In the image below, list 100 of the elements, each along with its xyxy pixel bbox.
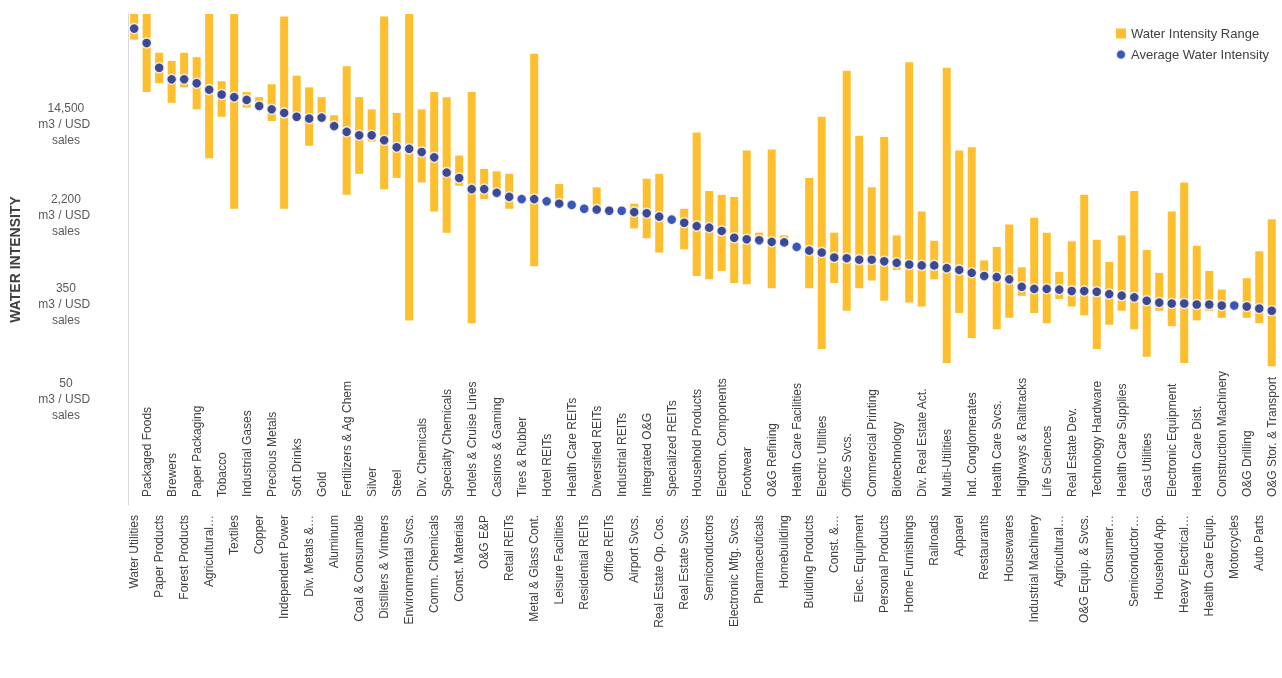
x-tick-label: Industrial Machinery bbox=[1027, 515, 1042, 623]
x-tick-label: Textiles bbox=[227, 515, 242, 556]
y-tick-label: 350 bbox=[55, 281, 77, 296]
x-tick-label: Paper Products bbox=[152, 515, 167, 598]
x-tick-label: Technology Hardware bbox=[1089, 380, 1104, 497]
text: m3 / USD sales bbox=[38, 116, 91, 147]
x-tick-label: Precious Metals bbox=[264, 411, 279, 497]
x-tick-label: Life Sciences bbox=[1039, 425, 1054, 497]
x-tick-label: Commercial Printing bbox=[864, 388, 879, 497]
x-tick-label: O&G Stor. & Transport bbox=[1264, 376, 1279, 497]
x-tick-label: Hotel REITs bbox=[539, 433, 554, 497]
x-tick-label: Silver bbox=[364, 466, 379, 497]
x-tick-label: Apparel bbox=[952, 515, 967, 557]
x-tick-label: Agricultural… bbox=[1052, 515, 1067, 588]
x-tick-label: Health Care Dist. bbox=[1189, 405, 1204, 497]
x-tick-label: Water Utilities bbox=[127, 515, 142, 589]
x-tick-label: O&G Drilling bbox=[1239, 430, 1254, 497]
x-tick-label: O&G Refining bbox=[764, 422, 779, 497]
x-tick-label: Div. Chemicals bbox=[414, 417, 429, 497]
x-tick-label: Auto Parts bbox=[1252, 515, 1267, 572]
x-tick-label: Packaged Foods bbox=[139, 406, 154, 497]
x-tick-label: Electronic Equipment bbox=[1164, 382, 1179, 497]
x-tick-label: Leisure Facilities bbox=[552, 515, 567, 605]
x-tick-label: Motorcycles bbox=[1227, 515, 1242, 580]
x-tick-label: Footwear bbox=[739, 446, 754, 497]
y-tick-label: 50 bbox=[59, 375, 73, 390]
x-tick-label: Forest Products bbox=[177, 515, 192, 600]
x-tick-label: Household Products bbox=[689, 388, 704, 497]
x-tick-label: Health Care REITs bbox=[564, 397, 579, 497]
x-tick-label: Aluminum bbox=[327, 515, 342, 569]
x-tick-label: Paper Packaging bbox=[189, 405, 204, 497]
x-tick-label: Electronic Mfg. Svcs. bbox=[727, 515, 742, 628]
x-tick-label: Electric Utilities bbox=[814, 415, 829, 497]
x-tick-label: Tobacco bbox=[214, 451, 229, 497]
x-tick-label: Const. &… bbox=[827, 515, 842, 574]
x-tick-label: Retail REITs bbox=[502, 515, 517, 582]
x-tick-label: Independent Power bbox=[277, 515, 292, 620]
x-tick-label: Industrial REITs bbox=[614, 412, 629, 497]
x-tick-label: Residential REITs bbox=[577, 515, 592, 610]
x-tick-label: Airport Svcs. bbox=[627, 515, 642, 584]
x-tick-label: Semiconductors bbox=[702, 515, 717, 602]
x-tick-label: Soft Drinks bbox=[289, 438, 304, 497]
x-tick-label: Household App. bbox=[1152, 515, 1167, 600]
x-tick-label: Specialized REITs bbox=[664, 400, 679, 497]
x-tick-label: Gold bbox=[314, 471, 329, 497]
x-tick-label: Office Svcs. bbox=[839, 433, 854, 497]
x-tick-label: Const. Materials bbox=[452, 515, 467, 602]
y-tick-label: 2,200 bbox=[50, 192, 82, 207]
x-tick-label: Electron. Components bbox=[714, 378, 729, 497]
x-tick-label: Diversified REITs bbox=[589, 405, 604, 497]
x-tick-label: O&G E&P bbox=[477, 515, 492, 570]
x-tick-label: Multi-Utilities bbox=[939, 428, 954, 497]
x-tick-label: Distillers & Vintners bbox=[377, 515, 392, 619]
x-tick-label: Elec. Equipment bbox=[852, 514, 867, 603]
x-tick-label: Hotels & Cruise Lines bbox=[464, 381, 479, 497]
x-tick-label: Personal Products bbox=[877, 515, 892, 614]
x-tick-label: Highways & Railtracks bbox=[1014, 377, 1029, 497]
x-tick-label: Semiconductor… bbox=[1127, 515, 1142, 608]
x-tick-label: Building Products bbox=[802, 515, 817, 609]
x-tick-label: Health Care Facilities bbox=[789, 382, 804, 497]
x-tick-label: Comm. Chemicals bbox=[427, 515, 442, 614]
x-tick-label: O&G Equip. & Svcs. bbox=[1077, 515, 1092, 624]
y-tick-label: 14,500 bbox=[47, 100, 85, 115]
text: m3 / USD sales bbox=[38, 208, 91, 239]
x-tick-label: Consumer… bbox=[1102, 515, 1117, 583]
x-tick-label: Ind. Conglomerates bbox=[964, 392, 979, 497]
x-tick-label: Environmental Svcs. bbox=[402, 515, 417, 625]
x-tick-label: Health Care Equip. bbox=[1202, 515, 1217, 617]
x-tick-label: Steel bbox=[389, 469, 404, 497]
x-tick-label: Metal & Glass Cont. bbox=[527, 515, 542, 622]
x-tick-label: Heavy Electrical… bbox=[1177, 515, 1192, 614]
x-tick-label: Brewers bbox=[164, 452, 179, 497]
x-tick-label: Health Care Supplies bbox=[1114, 383, 1129, 497]
text: m3 / USD sales bbox=[38, 391, 94, 422]
x-tick-label: Office REITs bbox=[602, 515, 617, 582]
x-tick-label: Restaurants bbox=[977, 515, 992, 580]
x-tick-label: Industrial Gases bbox=[239, 410, 254, 497]
x-tick-label: Health Care Svcs. bbox=[989, 400, 1004, 497]
x-tick-label: Agricultural… bbox=[202, 515, 217, 588]
x-tick-label: Copper bbox=[252, 515, 267, 555]
x-tick-label: Real Estate Op. Cos. bbox=[652, 515, 667, 628]
legend-label: Average Water Intensity bbox=[1130, 47, 1270, 62]
x-tick-label: Pharmaceuticals bbox=[752, 515, 767, 604]
y-axis-title: WATER INTENSITY bbox=[7, 195, 23, 323]
x-tick-label: Coal & Consumable bbox=[352, 514, 367, 622]
x-tick-label: Biotechnology bbox=[889, 421, 904, 497]
x-tick-label: Homebuilding bbox=[777, 515, 792, 589]
x-tick-label: Fertilizers & Ag Chem bbox=[339, 380, 354, 497]
x-tick-label: Casinos & Gaming bbox=[489, 396, 504, 497]
x-tick-label: Construction Machinery bbox=[1214, 370, 1229, 497]
x-tick-label: Gas Utilities bbox=[1139, 432, 1154, 497]
x-tick-label: Integrated O&G bbox=[639, 412, 654, 497]
x-tick-label: Div. Metals &… bbox=[302, 515, 317, 597]
legend-label: Water Intensity Range bbox=[1130, 26, 1260, 41]
x-tick-label: Tires & Rubber bbox=[514, 416, 529, 497]
x-tick-label: Railroads bbox=[927, 515, 942, 566]
x-tick-label: Real Estate Dev. bbox=[1064, 407, 1079, 497]
text: m3 / USD sales bbox=[38, 297, 91, 328]
x-tick-label: Div. Real Estate Act. bbox=[914, 388, 929, 497]
x-tick-label: Home Furnishings bbox=[902, 515, 917, 613]
